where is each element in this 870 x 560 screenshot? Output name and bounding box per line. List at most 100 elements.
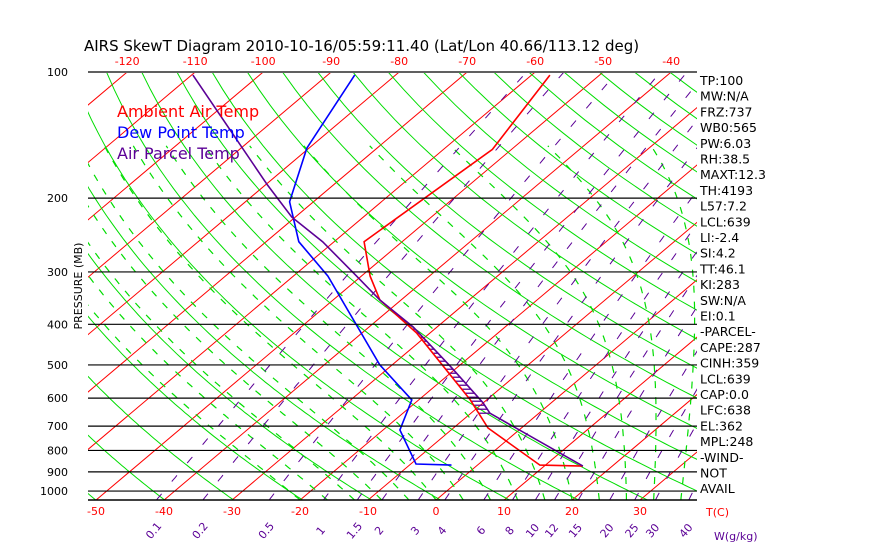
isotherm-line — [88, 73, 263, 221]
mixing-ratio-line — [609, 350, 697, 500]
stat-item: LCL:639 — [700, 214, 751, 229]
mixing-ratio-tick-label: 40 — [677, 521, 696, 540]
top-temp-tick-label: -110 — [183, 55, 208, 68]
isotherm-line — [88, 73, 127, 106]
mixing-ratio-tick-label: 0.5 — [256, 520, 277, 542]
mixing-ratio-tick-label: 10 — [523, 521, 542, 540]
top-temp-tick-label: -60 — [526, 55, 544, 68]
stat-item: SW:N/A — [700, 293, 746, 308]
y-axis-label: PRESSURE (MB) — [72, 243, 85, 330]
stat-item: CINH:359 — [700, 356, 759, 371]
x-axis-label: T(C) — [705, 506, 729, 519]
stat-item: TT:46.1 — [699, 261, 746, 276]
dry-adiabat-line — [176, 73, 697, 492]
mixing-ratio-line — [417, 119, 697, 500]
bottom-temp-tick-label: 10 — [497, 505, 511, 518]
moist-adiabat-line — [650, 145, 696, 500]
dry-adiabat-line — [247, 73, 697, 429]
dry-adiabat-line — [494, 73, 697, 227]
mixing-ratio-line — [202, 73, 564, 500]
stat-item: TH:4193 — [699, 183, 753, 198]
pressure-tick-label: 700 — [47, 420, 68, 433]
moist-adiabat-line — [204, 145, 519, 500]
stat-item: -PARCEL- — [700, 324, 756, 339]
isotherm-line — [435, 279, 697, 500]
moist-adiabat-line — [369, 145, 600, 500]
pressure-tick-label: 500 — [47, 359, 68, 372]
stat-item: SI:4.2 — [700, 246, 736, 261]
dry-adiabat-line — [353, 73, 697, 340]
stat-item: L57:7.2 — [700, 199, 747, 214]
mixing-ratio-tick-label: 8 — [503, 524, 517, 538]
mixing-ratio-tick-label: 30 — [643, 521, 662, 540]
isotherm-line — [367, 221, 697, 500]
isotherm-line — [0, 72, 59, 500]
dry-adiabat-line — [141, 73, 648, 500]
mixing-ratio-line — [268, 73, 618, 500]
dry-adiabat-line — [88, 315, 303, 500]
pressure-tick-label: 800 — [47, 444, 68, 457]
mixing-ratio-tick-label: 2 — [372, 524, 386, 538]
moist-adiabat-line — [103, 145, 437, 500]
moist-adiabat-line — [450, 145, 628, 500]
mixing-ratio-line — [381, 82, 697, 500]
moist-adiabat-line — [249, 145, 546, 500]
mixing-ratio-tick-label: 1 — [314, 524, 328, 538]
mixing-ratio-tick-label: 1.5 — [344, 520, 365, 542]
isotherm-line — [88, 73, 331, 278]
axes: 0.1 0.2 0.5 1 1.5 2 3 4 6 8 10 12 15 20 25 30 4010020030… — [40, 55, 697, 542]
isotherm-line — [639, 451, 697, 500]
sounding-series — [192, 74, 584, 467]
top-temp-tick-label: -40 — [662, 55, 680, 68]
mixing-ratio-line — [577, 306, 697, 500]
dry-adiabat-line — [740, 72, 870, 500]
stat-item: CAP:0.0 — [700, 387, 749, 402]
mixing-ratio-tick-label: 6 — [474, 524, 488, 538]
isotherm-line — [299, 164, 697, 500]
isotherm-line — [231, 106, 697, 500]
mixing-ratio-line — [554, 274, 697, 500]
moist-adiabat-line — [88, 162, 410, 500]
isotherm-line — [163, 73, 671, 500]
dry-adiabat-line — [0, 72, 27, 500]
stat-item: LCL:639 — [700, 371, 751, 386]
isotherm-line — [95, 73, 603, 500]
mixing-ratio-line — [444, 147, 697, 500]
stat-item: KI:283 — [700, 277, 740, 292]
mixing-ratio-tick-label: 3 — [408, 524, 422, 538]
stat-item: EI:0.1 — [700, 309, 736, 324]
stat-item: FRZ:737 — [700, 104, 753, 119]
top-temp-tick-label: -50 — [594, 55, 612, 68]
moist-adiabat-line — [303, 145, 573, 500]
stat-item: CAPE:287 — [700, 340, 761, 355]
pressure-tick-label: 200 — [47, 192, 68, 205]
mixing-ratio-line — [634, 388, 697, 500]
top-temp-tick-label: -100 — [251, 55, 276, 68]
stat-item: NOT — [700, 466, 727, 481]
stat-item: EL:362 — [700, 418, 743, 433]
mixing-ratio-tick-label: 4 — [435, 524, 449, 538]
isotherm-line — [571, 393, 697, 500]
pressure-tick-label: 600 — [47, 392, 68, 405]
dry-adiabat-line — [846, 72, 870, 500]
chart-title: AIRS SkewT Diagram 2010-10-16/05:59:11.4… — [84, 37, 639, 55]
pressure-tick-label: 900 — [47, 466, 68, 479]
stat-item: LI:-2.4 — [700, 230, 739, 245]
stat-item: MAXT:12.3 — [700, 167, 766, 182]
moist-adiabat-line — [88, 304, 301, 500]
mixing-ratio-tick-label: 0.2 — [190, 520, 211, 542]
isotherm-line — [88, 73, 467, 393]
bottom-temp-tick-label: 0 — [433, 505, 440, 518]
dry-adiabat-line — [88, 111, 510, 500]
series-dew-point-temp — [288, 74, 452, 466]
dry-adiabat-line — [282, 73, 697, 399]
dry-adiabat-line — [212, 73, 697, 460]
moist-adiabat-line — [132, 145, 464, 500]
isotherm-line — [88, 73, 399, 336]
stat-item: PW:6.03 — [700, 136, 751, 151]
moist-adiabat-line — [88, 204, 383, 500]
pressure-tick-label: 1000 — [40, 485, 68, 498]
dry-adiabat-line — [88, 434, 165, 500]
stat-item: LFC:638 — [700, 403, 751, 418]
